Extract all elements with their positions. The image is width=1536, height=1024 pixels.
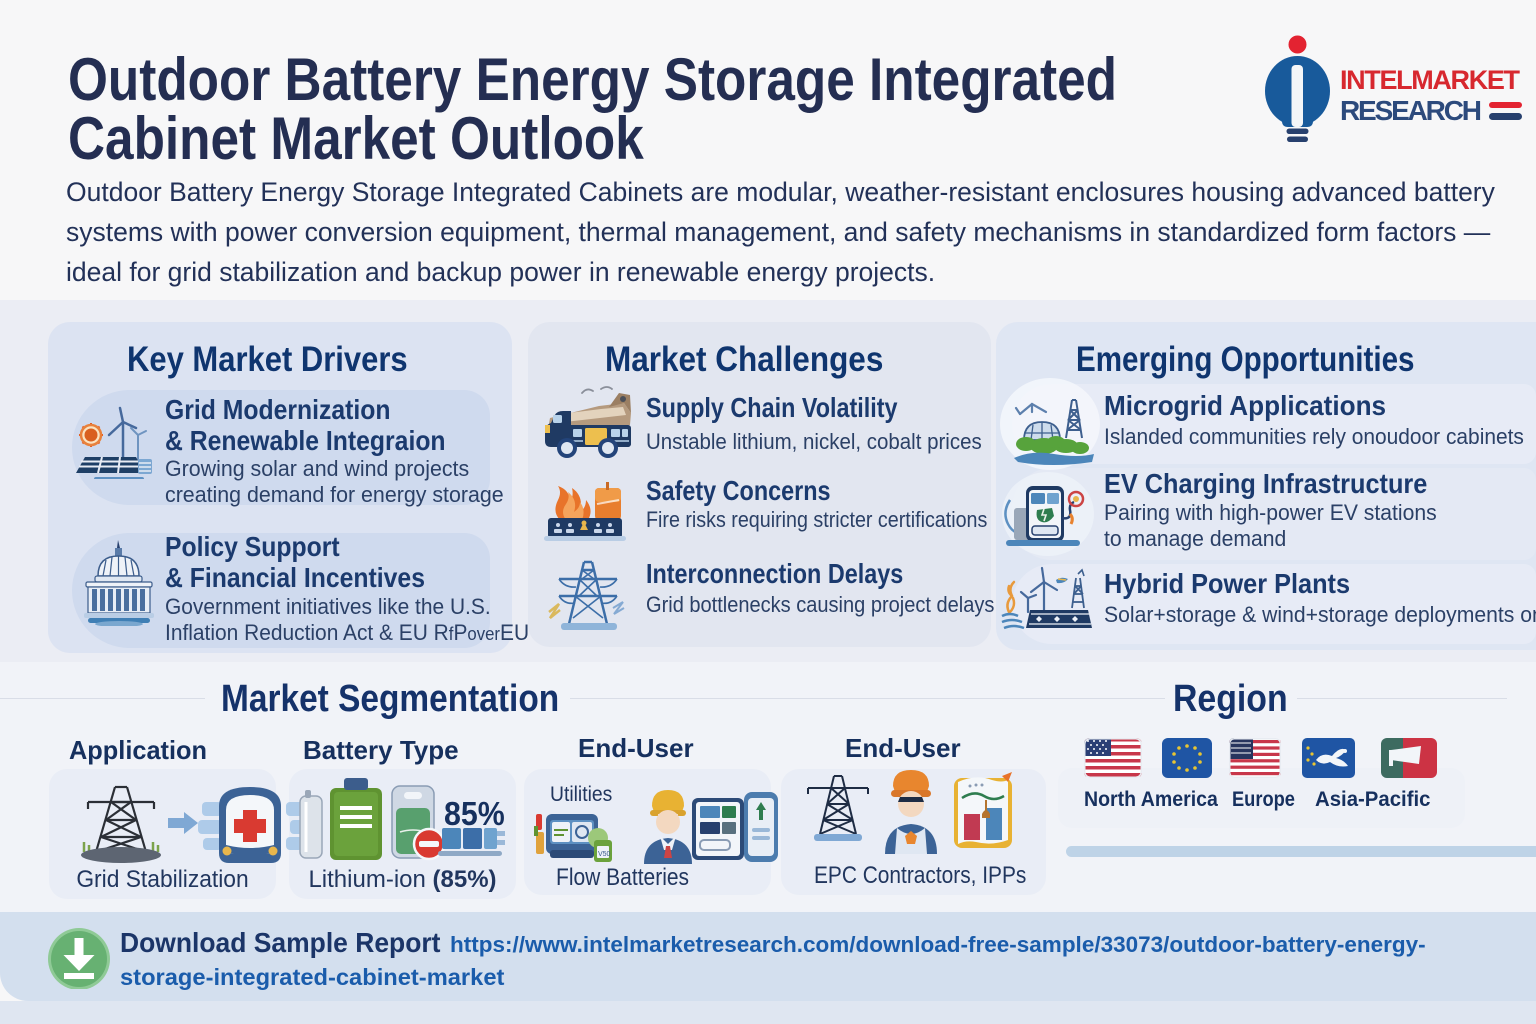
svg-text:INTELMARKET: INTELMARKET <box>1340 65 1521 95</box>
svg-text:85%: 85% <box>444 795 505 832</box>
svg-text:V50: V50 <box>598 851 611 858</box>
svg-text:RESEARCH: RESEARCH <box>1340 95 1482 126</box>
